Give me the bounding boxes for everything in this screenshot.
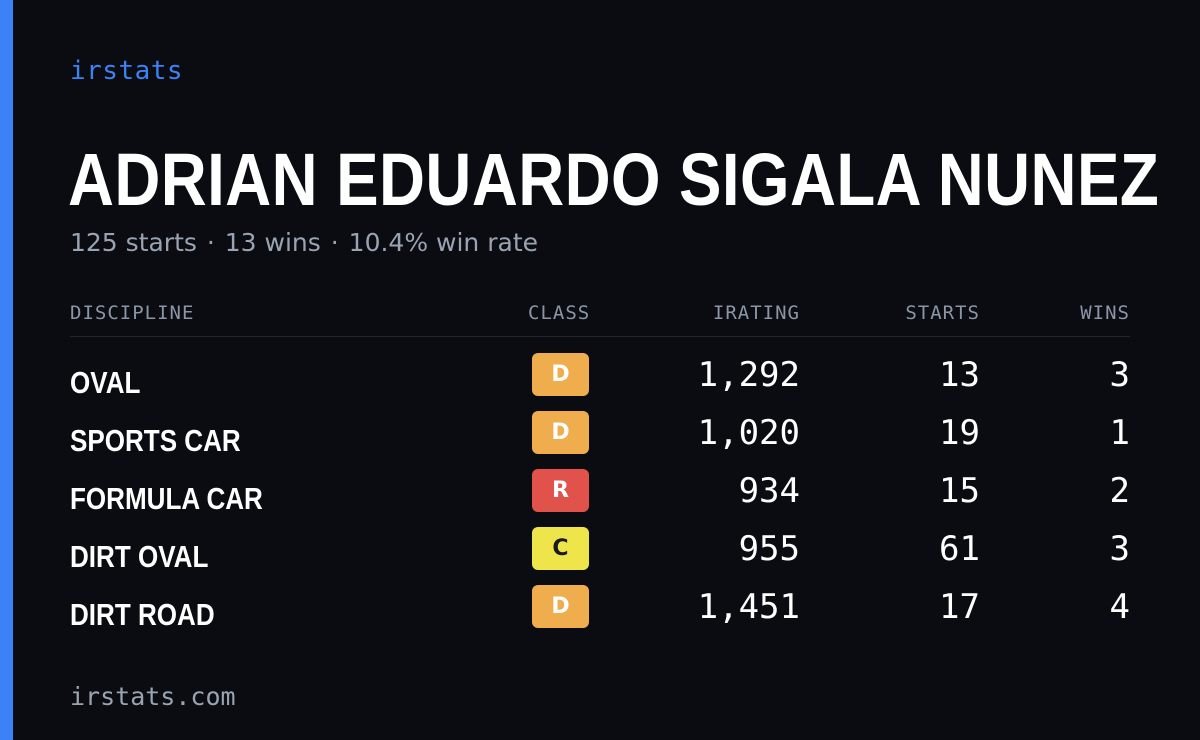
table-row: DIRT OVAL C 955 61 3: [70, 527, 1130, 585]
header-starts: STARTS: [905, 302, 980, 324]
header-discipline: DISCIPLINE: [70, 302, 195, 324]
wins-value: 3: [1109, 529, 1130, 569]
irating-value: 955: [738, 529, 800, 569]
wins-value: 1: [1109, 413, 1130, 453]
footer-url: irstats.com: [70, 682, 236, 711]
discipline-name: DIRT ROAD: [70, 597, 215, 632]
class-badge: D: [532, 585, 589, 628]
summary-separator: ·: [330, 228, 339, 257]
summary-win-rate: 10.4% win rate: [348, 228, 539, 257]
discipline-name: SPORTS CAR: [70, 423, 241, 458]
discipline-name: DIRT OVAL: [70, 539, 209, 574]
header-class: CLASS: [528, 302, 591, 324]
table-row: OVAL D 1,292 13 3: [70, 353, 1130, 411]
irating-value: 1,451: [697, 587, 800, 627]
wins-value: 3: [1109, 355, 1130, 395]
summary-wins: 13 wins: [224, 228, 321, 257]
header-wins: WINS: [1080, 302, 1130, 324]
irating-value: 934: [738, 471, 800, 511]
starts-value: 13: [939, 355, 980, 395]
table-row: FORMULA CAR R 934 15 2: [70, 469, 1130, 527]
wins-value: 4: [1109, 587, 1130, 627]
irating-value: 1,292: [697, 355, 800, 395]
class-badge: R: [532, 469, 589, 512]
class-badge: D: [532, 411, 589, 454]
table-row: DIRT ROAD D 1,451 17 4: [70, 585, 1130, 643]
starts-value: 15: [939, 471, 980, 511]
starts-value: 61: [939, 529, 980, 569]
starts-value: 17: [939, 587, 980, 627]
accent-bar: [0, 0, 13, 740]
table-row: SPORTS CAR D 1,020 19 1: [70, 411, 1130, 469]
discipline-name: FORMULA CAR: [70, 481, 263, 516]
starts-value: 19: [939, 413, 980, 453]
brand-logo-text: irstats: [70, 56, 184, 86]
summary-separator: ·: [206, 228, 215, 257]
header-irating: IRATING: [712, 302, 800, 324]
table-header: DISCIPLINE CLASS IRATING STARTS WINS: [70, 296, 1130, 337]
table-body: OVAL D 1,292 13 3 SPORTS CAR D 1,020 19 …: [70, 337, 1130, 643]
irating-value: 1,020: [697, 413, 800, 453]
driver-summary: 125 starts · 13 wins · 10.4% win rate: [70, 228, 538, 257]
driver-name: ADRIAN EDUARDO SIGALA NUNEZ: [68, 138, 1160, 221]
discipline-name: OVAL: [70, 365, 141, 400]
class-badge: C: [532, 527, 589, 570]
discipline-table: DISCIPLINE CLASS IRATING STARTS WINS OVA…: [70, 296, 1130, 643]
class-badge: D: [532, 353, 589, 396]
wins-value: 2: [1109, 471, 1130, 511]
summary-starts: 125 starts: [70, 228, 197, 257]
